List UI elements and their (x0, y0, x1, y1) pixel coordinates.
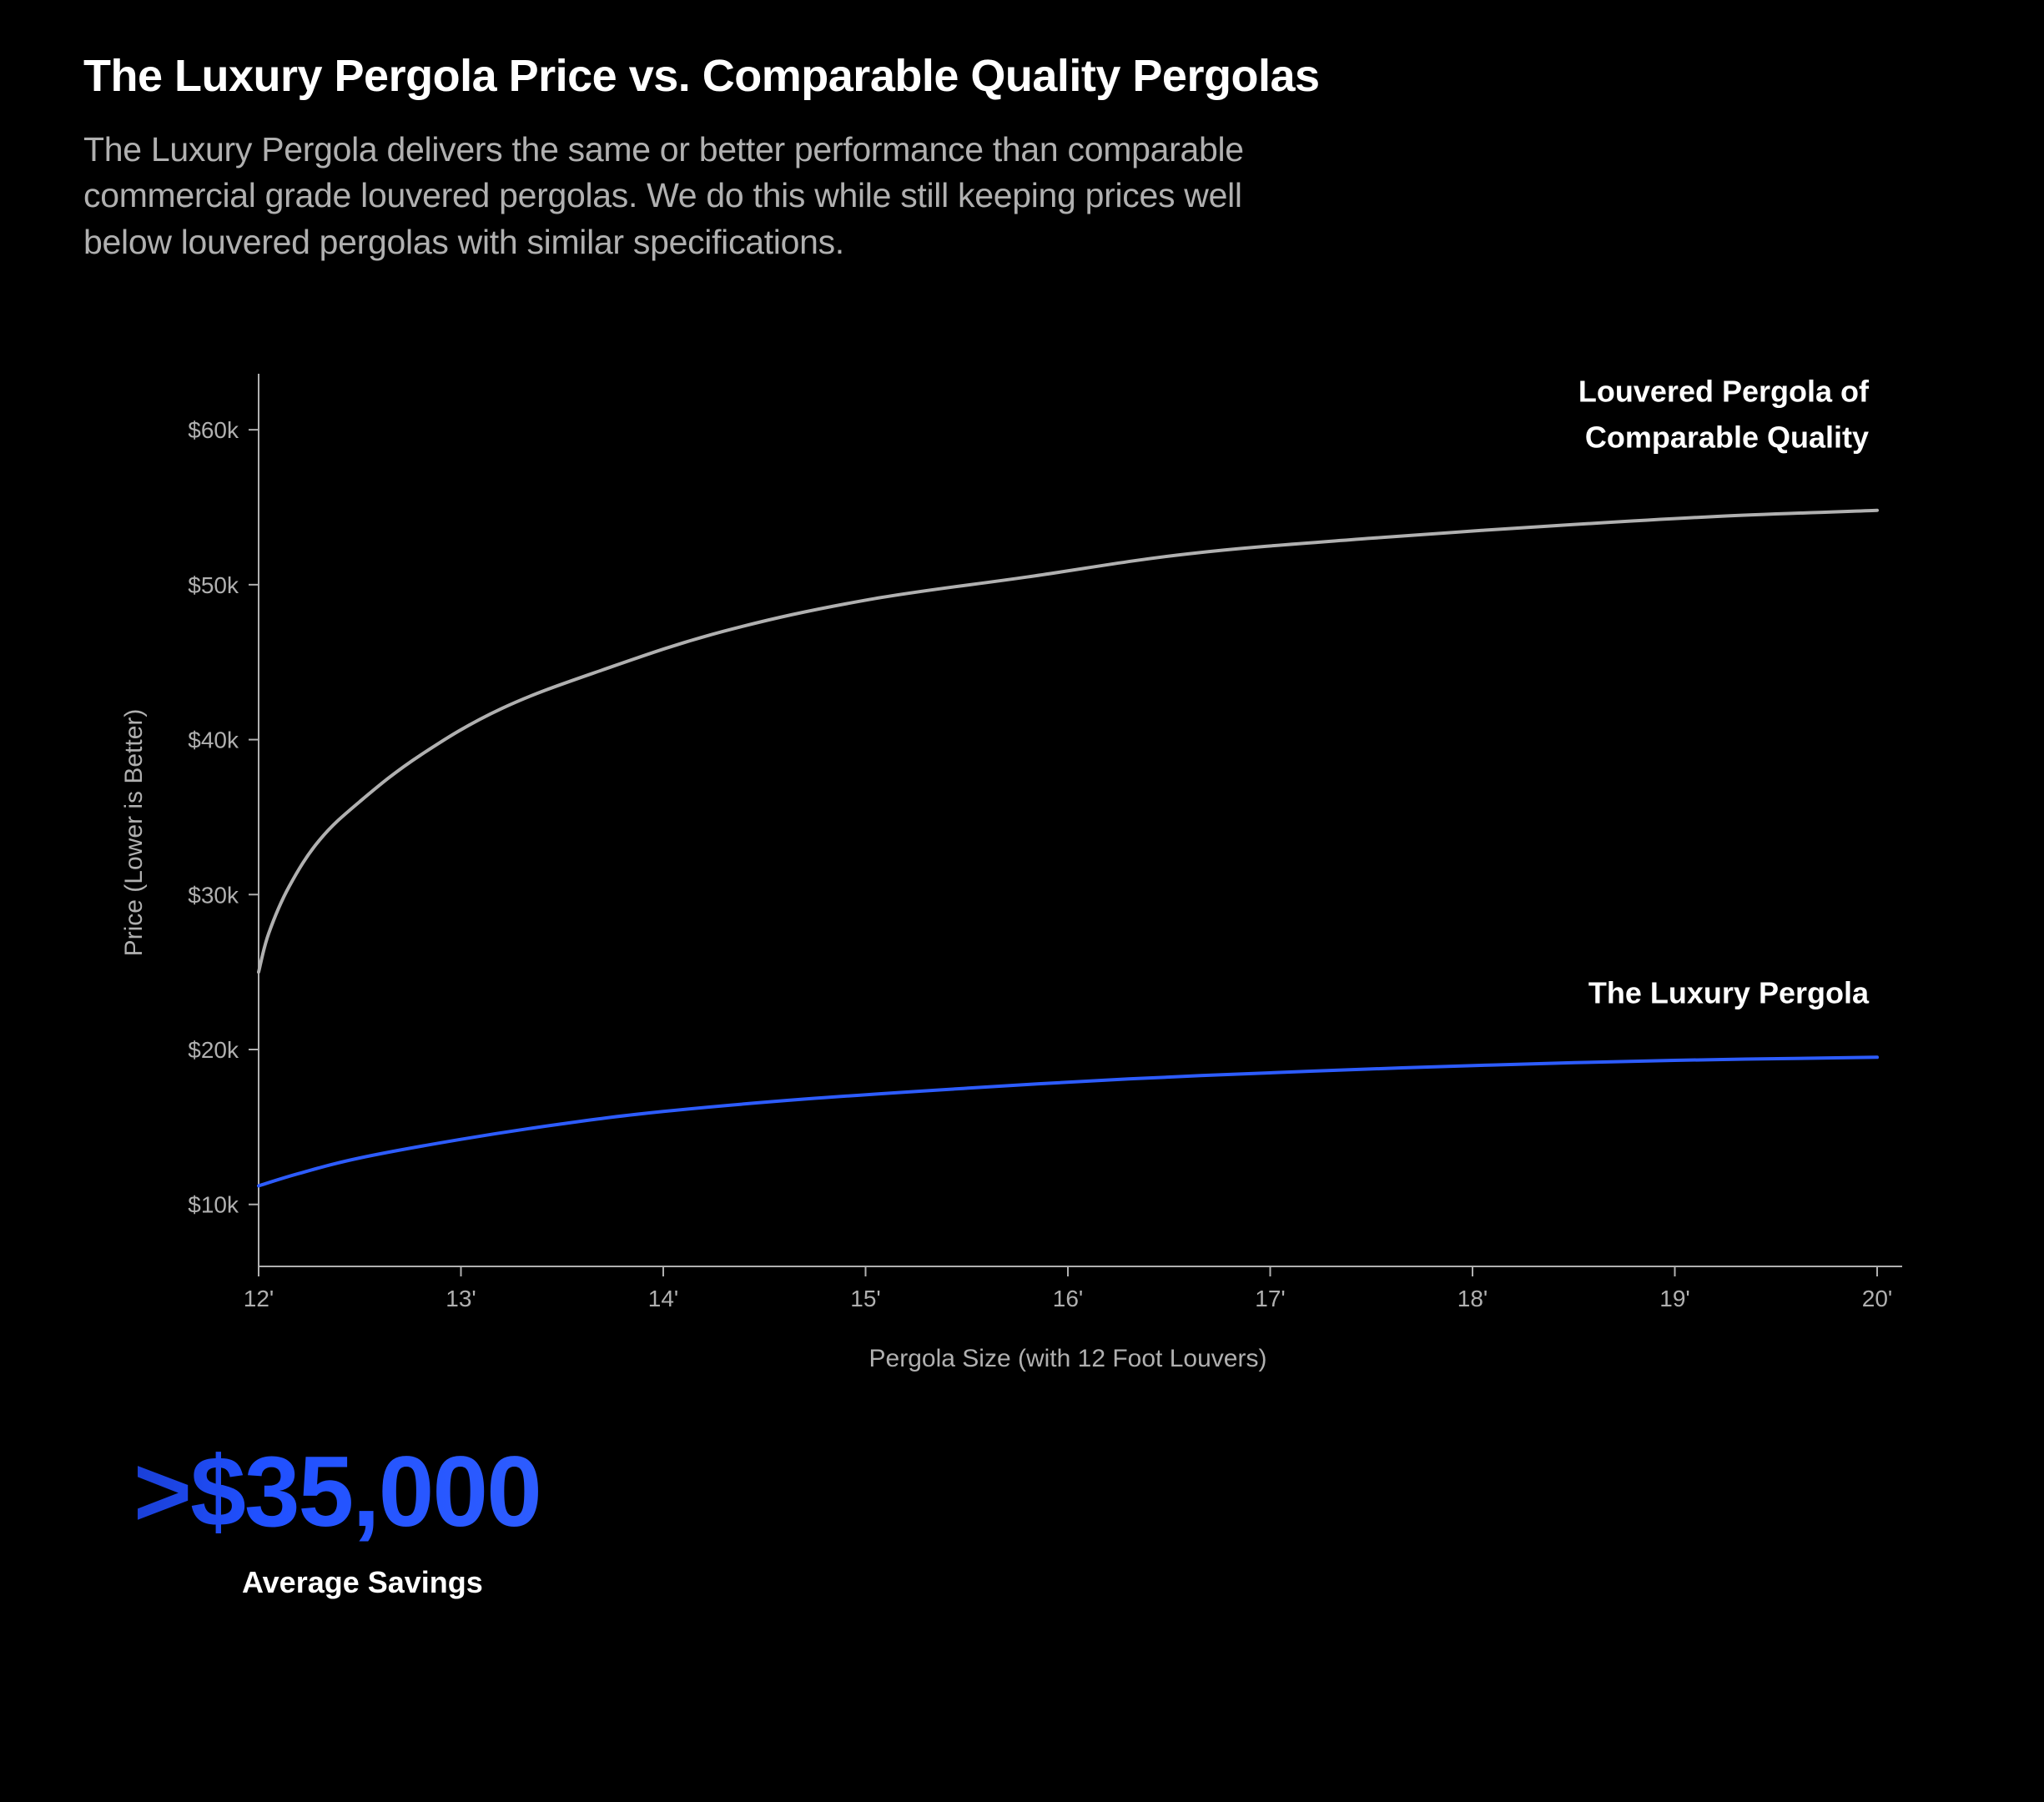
y-tick-label: $40k (188, 727, 239, 753)
chart-svg: $10k $20k $30k $40k $50k $60k 12' 13' 14' 15' 16' 1… (108, 365, 1944, 1392)
x-tick-label: 20' (1862, 1286, 1893, 1311)
y-axis-title: Price (Lower is Better) (120, 709, 148, 957)
series-label-comparable-1: Louvered Pergola of (1578, 375, 1870, 409)
y-tick-label: $30k (188, 882, 239, 908)
chart-subtitle: The Luxury Pergola delivers the same or … (83, 127, 1251, 265)
x-tick-label: 15' (850, 1286, 881, 1311)
series-label-luxury: The Luxury Pergola (1588, 975, 1870, 1009)
y-tick-label: $10k (188, 1192, 239, 1218)
x-tick-label: 14' (648, 1286, 679, 1311)
x-axis-title: Pergola Size (with 12 Foot Louvers) (869, 1345, 1267, 1372)
x-tick-label: 12' (244, 1286, 274, 1311)
series-comparable (259, 511, 1877, 972)
savings-label: Average Savings (242, 1565, 1961, 1600)
y-tick-label: $60k (188, 417, 239, 443)
x-tick-label: 16' (1053, 1286, 1084, 1311)
x-tick-label: 18' (1457, 1286, 1488, 1311)
y-tick-label: $50k (188, 572, 239, 598)
price-chart: $10k $20k $30k $40k $50k $60k 12' 13' 14' 15' 16' 1… (108, 365, 1944, 1392)
y-tick-label: $20k (188, 1037, 239, 1063)
x-tick-label: 13' (446, 1286, 476, 1311)
series-label-comparable-2: Comparable Quality (1585, 420, 1869, 455)
savings-block: >$35,000 Average Savings (133, 1442, 1961, 1600)
series-luxury (259, 1057, 1877, 1185)
x-tick-label: 17' (1255, 1286, 1286, 1311)
chart-title: The Luxury Pergola Price vs. Comparable … (83, 50, 1961, 102)
x-tick-label: 19' (1659, 1286, 1690, 1311)
savings-amount: >$35,000 (133, 1442, 541, 1542)
